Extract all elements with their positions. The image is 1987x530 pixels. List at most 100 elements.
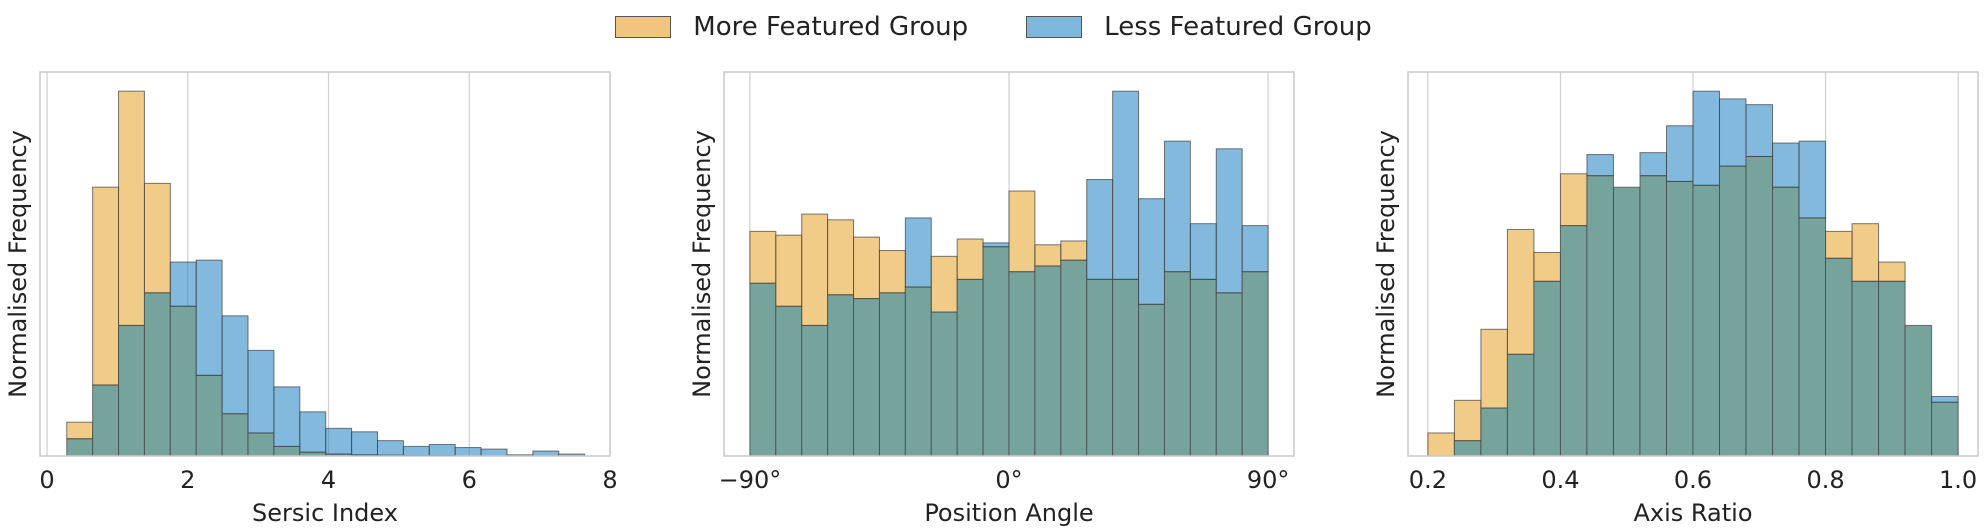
bar-overlap <box>1665 180 1694 457</box>
bar-overlap <box>1163 271 1191 457</box>
bar-more-featured <box>878 250 906 294</box>
x-tick-label: 0° <box>995 466 1022 494</box>
bar-more-featured <box>956 238 984 280</box>
bar-less-featured <box>247 349 275 434</box>
x-tick-label: 4 <box>321 466 336 494</box>
bar-more-featured <box>1878 261 1906 282</box>
bar-overlap <box>1825 257 1853 457</box>
bar-overlap <box>1559 225 1588 457</box>
bar-overlap <box>1112 278 1140 457</box>
bar-more-featured <box>930 255 958 313</box>
bar-overlap <box>169 305 197 457</box>
bar-less-featured <box>1665 125 1694 182</box>
bar-more-featured <box>1825 230 1853 259</box>
bar-more-featured <box>1559 173 1588 227</box>
bar-overlap <box>1533 280 1561 457</box>
x-tick-label: 0.4 <box>1541 466 1579 494</box>
bar-overlap <box>143 292 171 457</box>
x-tick-label: 90° <box>1247 466 1290 494</box>
plot-frame <box>723 71 1295 457</box>
x-tick-label: 0 <box>39 466 54 494</box>
bar-more-featured <box>118 90 145 326</box>
bar-less-featured <box>982 242 1010 248</box>
x-tick-label: 0.2 <box>1409 466 1447 494</box>
bar-less-featured <box>454 447 482 457</box>
bar-overlap <box>1008 271 1036 457</box>
x-axis-label: Axis Ratio <box>1633 499 1752 527</box>
bar-more-featured <box>143 182 171 294</box>
bar-less-featured <box>480 448 508 457</box>
bar-overlap <box>195 374 223 457</box>
bar-less-featured <box>1772 142 1800 188</box>
bar-overlap <box>1189 278 1217 457</box>
x-tick-label: 2 <box>180 466 195 494</box>
bar-overlap <box>1138 303 1165 457</box>
bar-overlap <box>1215 292 1243 457</box>
bar-overlap <box>1878 280 1906 457</box>
bar-overlap <box>1612 186 1641 457</box>
bar-more-featured <box>66 421 94 440</box>
bar-less-featured <box>1138 198 1165 305</box>
bar-more-featured <box>1851 223 1880 282</box>
bar-less-featured <box>1215 148 1243 294</box>
legend-item-less-featured: Less Featured Group <box>1026 12 1372 42</box>
bar-more-featured <box>1480 328 1508 409</box>
bar-overlap <box>1241 271 1269 457</box>
bar-less-featured <box>299 411 327 453</box>
bar-overlap <box>956 278 984 457</box>
bar-less-featured <box>169 261 197 307</box>
legend-label-less-featured: Less Featured Group <box>1104 12 1372 42</box>
bar-less-featured <box>1692 90 1721 186</box>
x-tick-label: 6 <box>462 466 477 494</box>
plot-frame <box>1407 71 1979 457</box>
bar-overlap <box>1060 259 1088 457</box>
bar-less-featured <box>1163 140 1191 273</box>
bar-more-featured <box>1453 399 1482 442</box>
y-axis-label: Normalised Frequency <box>1372 130 1400 398</box>
bar-overlap <box>1453 440 1482 457</box>
x-tick-label: −90° <box>719 466 782 494</box>
bar-less-featured <box>1241 225 1269 273</box>
bar-more-featured <box>1427 432 1455 457</box>
panel-position-angle: −90° 0° 90° Position Angle Normalised Freque… <box>688 71 1295 527</box>
x-tick-label: 0.8 <box>1806 466 1844 494</box>
bar-overlap <box>247 432 275 457</box>
bar-less-featured <box>325 427 353 455</box>
bar-more-featured <box>749 230 777 284</box>
bar-overlap <box>221 413 249 457</box>
bar-overlap <box>273 445 301 457</box>
bar-overlap <box>92 384 120 457</box>
bar-overlap <box>1772 186 1800 457</box>
bar-overlap <box>66 438 94 457</box>
bar-less-featured <box>904 217 932 288</box>
bar-more-featured <box>1060 240 1088 261</box>
bar-overlap <box>1480 407 1508 457</box>
legend-label-more-featured: More Featured Group <box>693 12 969 42</box>
bar-less-featured <box>351 431 378 456</box>
bar-overlap <box>853 298 880 457</box>
bar-overlap <box>982 246 1010 457</box>
panel-axis-ratio: 0.2 0.4 0.6 0.8 1.0 Axis Ratio Normalised Freq… <box>1372 71 1979 527</box>
bar-less-featured <box>1112 90 1140 280</box>
plot-frame <box>39 71 611 457</box>
bar-overlap <box>1034 265 1062 457</box>
legend: More Featured Group Less Featured Group <box>0 12 1987 42</box>
bar-less-featured <box>1639 152 1667 177</box>
bar-more-featured <box>1034 244 1062 267</box>
bar-overlap <box>1904 324 1933 457</box>
x-axis-label: Position Angle <box>924 499 1093 527</box>
x-tick-label: 1.0 <box>1939 466 1977 494</box>
bar-less-featured <box>221 315 249 415</box>
bar-overlap <box>1851 280 1880 457</box>
bar-more-featured <box>1008 190 1036 273</box>
bar-less-featured <box>1189 223 1217 280</box>
bar-more-featured <box>1533 251 1561 282</box>
bar-more-featured <box>775 234 803 307</box>
bar-more-featured <box>801 213 829 326</box>
x-axis-label: Sersic Index <box>252 499 398 527</box>
bar-overlap <box>1639 175 1667 457</box>
bar-less-featured <box>376 440 404 456</box>
bar-overlap <box>1798 217 1827 457</box>
bar-less-featured <box>195 259 223 376</box>
